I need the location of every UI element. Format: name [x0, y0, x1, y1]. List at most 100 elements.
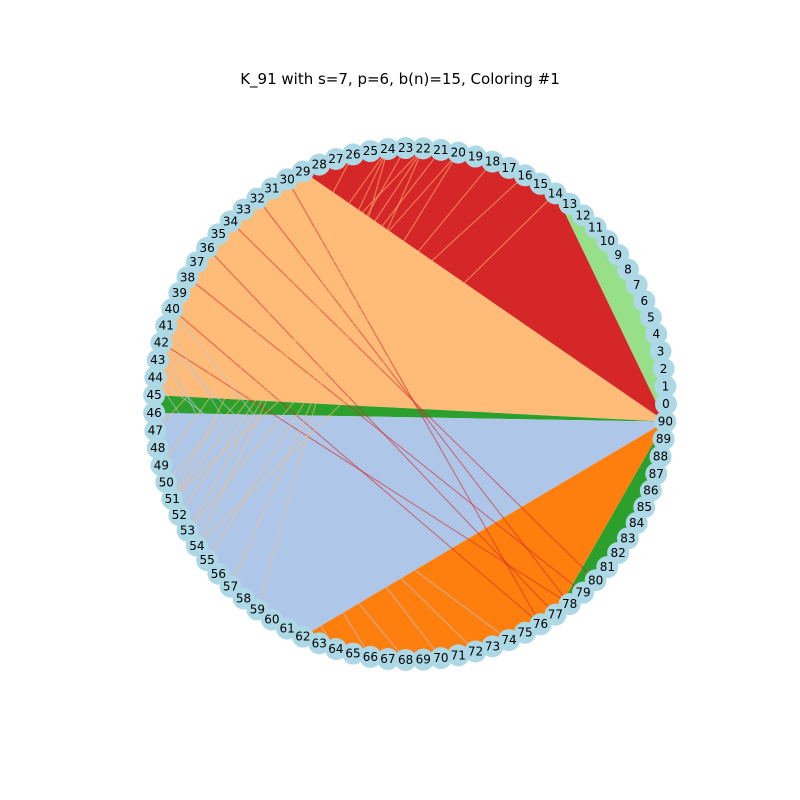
node-label-38: 38	[180, 270, 195, 284]
node-42	[150, 331, 173, 354]
node-label-79: 79	[575, 586, 590, 600]
edge-streak-3-22	[178, 148, 424, 516]
edge-streak-3-14	[196, 192, 556, 547]
node-label-73: 73	[485, 639, 500, 653]
node-label-2: 2	[660, 362, 668, 376]
edge-band-green-6	[555, 421, 666, 615]
node-69	[412, 648, 435, 671]
node-label-82: 82	[611, 546, 626, 560]
node-40	[161, 298, 184, 321]
node-label-7: 7	[633, 278, 641, 292]
node-label-57: 57	[223, 580, 238, 594]
node-label-24: 24	[380, 142, 395, 156]
node-label-78: 78	[562, 597, 577, 611]
node-label-12: 12	[575, 208, 590, 222]
node-label-61: 61	[279, 622, 294, 636]
node-label-52: 52	[172, 508, 187, 522]
node-label-32: 32	[250, 191, 265, 205]
node-72	[464, 640, 487, 663]
node-88	[649, 445, 672, 468]
node-50	[155, 471, 178, 494]
node-label-34: 34	[223, 214, 238, 228]
node-label-28: 28	[312, 158, 327, 172]
edge-streak-1-49	[160, 148, 389, 466]
node-label-74: 74	[501, 633, 516, 647]
node-label-25: 25	[363, 144, 378, 158]
node-label-58: 58	[236, 592, 251, 606]
node-label-30: 30	[279, 172, 294, 186]
edge-band-green-3	[154, 395, 666, 422]
node-label-31: 31	[264, 181, 279, 195]
node-44	[144, 366, 167, 389]
node-label-20: 20	[451, 146, 466, 160]
edge-streak-3-16	[171, 174, 526, 500]
node-26	[342, 143, 365, 166]
edge-streak-0-42	[161, 342, 570, 605]
edge-streak-3-20	[165, 152, 459, 483]
node-label-60: 60	[264, 613, 279, 627]
node-label-42: 42	[154, 336, 169, 350]
edge-streak-2-74	[155, 377, 510, 641]
node-label-44: 44	[148, 371, 163, 385]
node-label-11: 11	[588, 221, 603, 235]
node-label-13: 13	[562, 197, 577, 211]
node-label-72: 72	[468, 644, 483, 658]
node-label-56: 56	[211, 567, 226, 581]
edge-streak-2-64	[154, 377, 337, 650]
node-label-67: 67	[380, 652, 395, 666]
edge-streak-2-72	[161, 342, 476, 652]
edge-streak-3-26	[171, 154, 354, 500]
node-label-10: 10	[600, 234, 615, 248]
node-label-21: 21	[433, 143, 448, 157]
node-label-29: 29	[295, 164, 310, 178]
node-label-1: 1	[662, 379, 670, 393]
node-label-50: 50	[159, 475, 174, 489]
node-label-84: 84	[629, 516, 644, 530]
node-label-47: 47	[148, 423, 163, 437]
node-label-49: 49	[154, 458, 169, 472]
node-17	[497, 156, 520, 179]
node-46	[143, 401, 166, 424]
node-label-40: 40	[165, 302, 180, 316]
node-21	[429, 138, 452, 161]
node-label-17: 17	[501, 161, 516, 175]
edge-band-peach-2	[154, 171, 666, 422]
node-label-68: 68	[398, 653, 413, 667]
node-label-41: 41	[159, 319, 174, 333]
edge-band-light_green-0	[555, 193, 666, 422]
node-label-45: 45	[147, 388, 162, 402]
node-label-86: 86	[643, 484, 658, 498]
node-label-85: 85	[637, 500, 652, 514]
node-label-80: 80	[588, 573, 603, 587]
node-23	[394, 137, 417, 160]
node-label-5: 5	[647, 310, 655, 324]
node-label-55: 55	[199, 553, 214, 567]
node-label-8: 8	[624, 263, 632, 277]
node-1	[654, 375, 677, 398]
edge-streak-0-40	[171, 308, 541, 625]
node-label-87: 87	[649, 467, 664, 481]
edge-streak-3-18	[187, 161, 493, 532]
node-label-0: 0	[662, 397, 670, 411]
node-65	[342, 642, 365, 665]
node-label-53: 53	[180, 524, 195, 538]
node-label-14: 14	[548, 186, 563, 200]
node-label-69: 69	[416, 653, 431, 667]
node-0	[655, 393, 677, 415]
edge-streak-3-24	[196, 148, 389, 547]
edge-band-orange-5	[302, 421, 666, 660]
node-label-89: 89	[656, 432, 671, 446]
edge-streak-1-59	[256, 148, 389, 610]
figure-title: K_91 with s=7, p=6, b(n)=15, Coloring #1	[240, 70, 560, 88]
node-89	[652, 428, 675, 451]
node-73	[481, 635, 504, 658]
node-label-75: 75	[517, 626, 532, 640]
node-label-81: 81	[600, 560, 615, 574]
node-label-22: 22	[416, 141, 431, 155]
node-label-70: 70	[433, 651, 448, 665]
node-label-16: 16	[517, 168, 532, 182]
node-label-63: 63	[312, 636, 327, 650]
node-label-54: 54	[189, 539, 204, 553]
node-4	[645, 323, 668, 346]
